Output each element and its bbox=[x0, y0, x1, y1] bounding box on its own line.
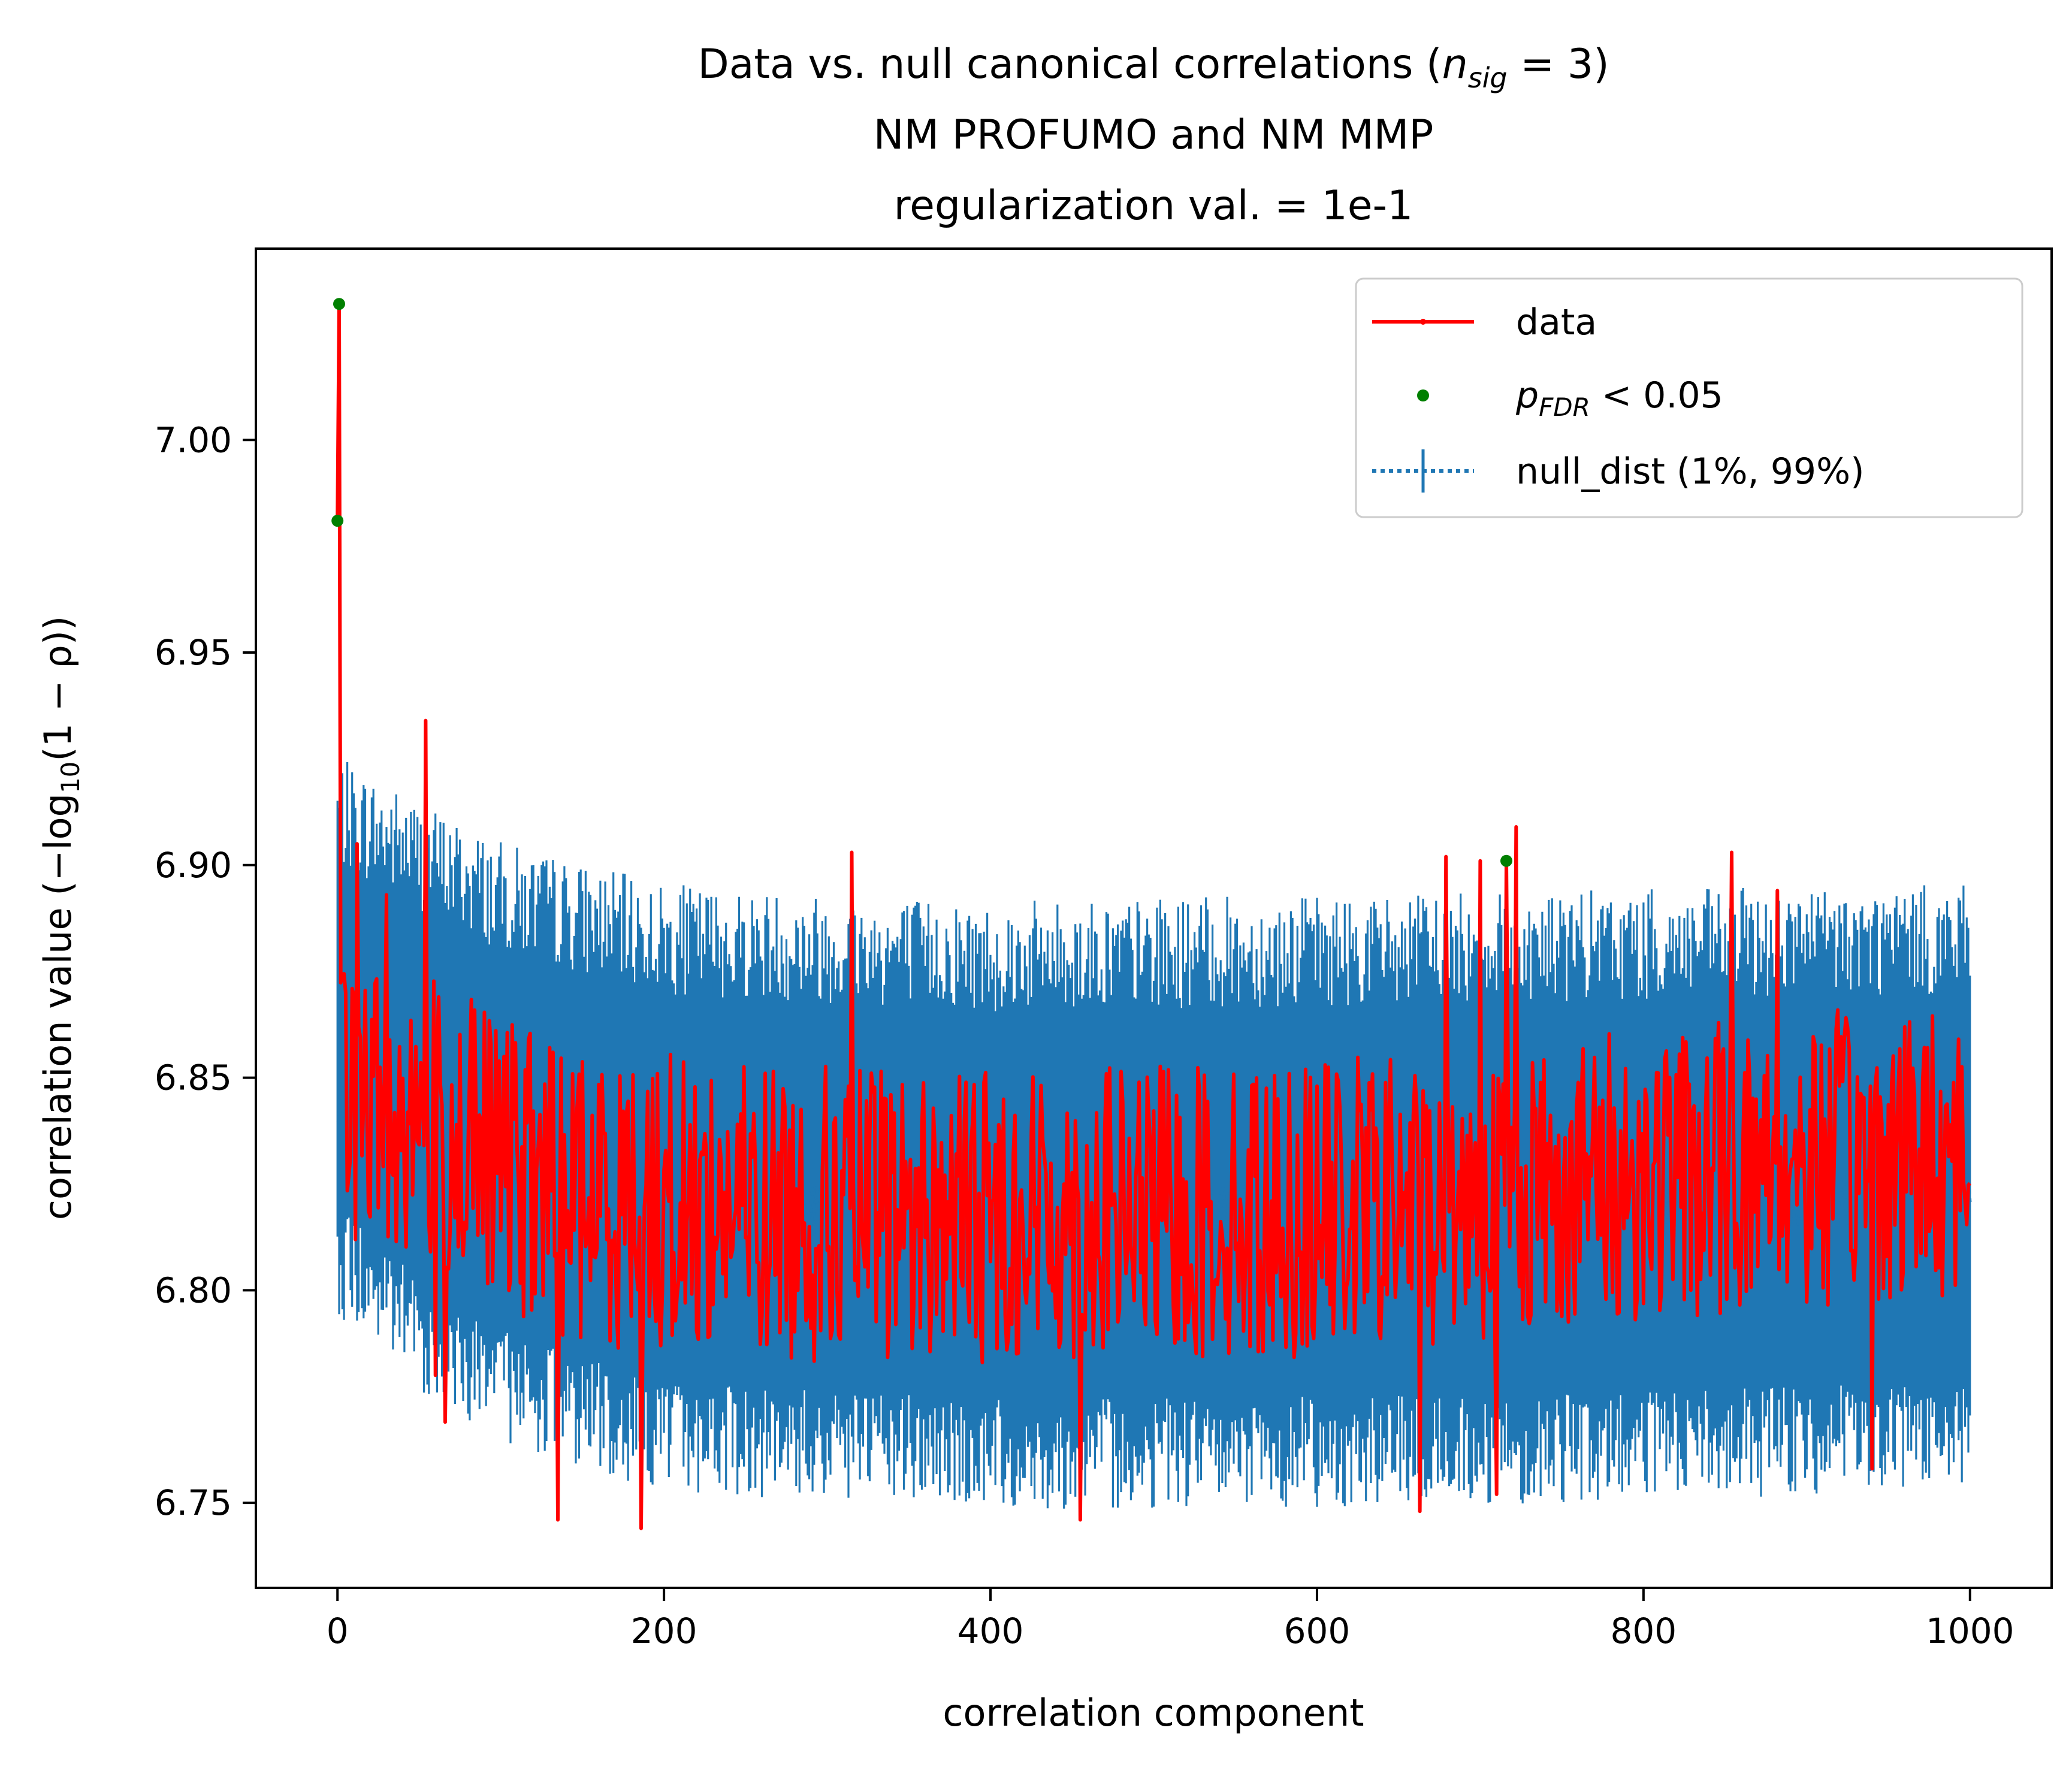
legend-significant-rest: < 0.05 bbox=[1590, 374, 1723, 416]
y-tick-label: 6.85 bbox=[155, 1058, 232, 1098]
chart-title-math-sub: sig bbox=[1468, 62, 1508, 94]
y-axis-label-suffix: (1 − ρ)) bbox=[36, 616, 80, 762]
y-axis-label: correlation value (−log10(1 − ρ)) bbox=[36, 616, 85, 1220]
legend-entry-significant: pFDR < 0.05 bbox=[1417, 374, 1723, 422]
chart-title: Data vs. null canonical correlations (ns… bbox=[697, 41, 1609, 229]
y-tick-label: 6.90 bbox=[155, 845, 232, 886]
chart-title-math-var: n bbox=[1442, 41, 1468, 88]
y-tick-label: 6.75 bbox=[155, 1482, 232, 1523]
y-axis-ticks: 6.75 6.80 6.85 6.90 6.95 7.00 bbox=[155, 419, 256, 1523]
chart-title-prefix: Data vs. null canonical correlations ( bbox=[697, 41, 1442, 88]
x-axis-ticks: 0 200 400 600 800 1000 bbox=[327, 1588, 2014, 1651]
legend-label-significant: pFDR < 0.05 bbox=[1515, 374, 1723, 422]
y-axis-label-sub: 10 bbox=[56, 762, 85, 793]
x-tick-label: 1000 bbox=[1926, 1611, 2014, 1651]
legend-entry-null-dist: null_dist (1%, 99%) bbox=[1372, 449, 1865, 493]
legend: data pFDR < 0.05 null_dist (1%, 99%) bbox=[1355, 277, 2023, 518]
chart-title-line-1: Data vs. null canonical correlations (ns… bbox=[697, 41, 1609, 94]
legend-label-null-dist: null_dist (1%, 99%) bbox=[1516, 451, 1865, 493]
y-tick-label: 6.80 bbox=[155, 1270, 232, 1310]
x-tick-label: 0 bbox=[327, 1611, 349, 1651]
chart-title-math-rest: = 3) bbox=[1508, 41, 1609, 88]
legend-significant-sub: FDR bbox=[1539, 392, 1590, 422]
legend-entry-data: data bbox=[1372, 301, 1597, 343]
legend-frame bbox=[1355, 277, 2023, 518]
legend-label-data: data bbox=[1516, 301, 1597, 343]
y-axis-label-prefix: correlation value (−log bbox=[36, 793, 80, 1220]
plot-frame bbox=[255, 247, 2053, 1589]
y-tick-label: 7.00 bbox=[155, 419, 232, 460]
legend-swatch-significant bbox=[1417, 389, 1429, 401]
legend-swatch-data-marker bbox=[1420, 319, 1426, 325]
chart-title-line-2: NM PROFUMO and NM MMP bbox=[874, 111, 1434, 159]
legend-significant-var: p bbox=[1515, 374, 1539, 416]
x-tick-label: 400 bbox=[958, 1611, 1024, 1651]
plot-area bbox=[331, 298, 1972, 1530]
y-tick-label: 6.95 bbox=[155, 632, 232, 673]
x-tick-label: 600 bbox=[1284, 1611, 1351, 1651]
significant-point-1 bbox=[333, 298, 345, 310]
x-axis-label: correlation component bbox=[943, 1691, 1364, 1735]
significant-points bbox=[331, 298, 1512, 867]
significant-point-2 bbox=[1500, 854, 1512, 867]
chart-title-line-3: regularization val. = 1e-1 bbox=[894, 182, 1413, 229]
data-series-line bbox=[336, 302, 1971, 1530]
x-tick-label: 200 bbox=[631, 1611, 697, 1651]
x-tick-label: 800 bbox=[1611, 1611, 1677, 1651]
significant-point-0 bbox=[331, 515, 344, 527]
